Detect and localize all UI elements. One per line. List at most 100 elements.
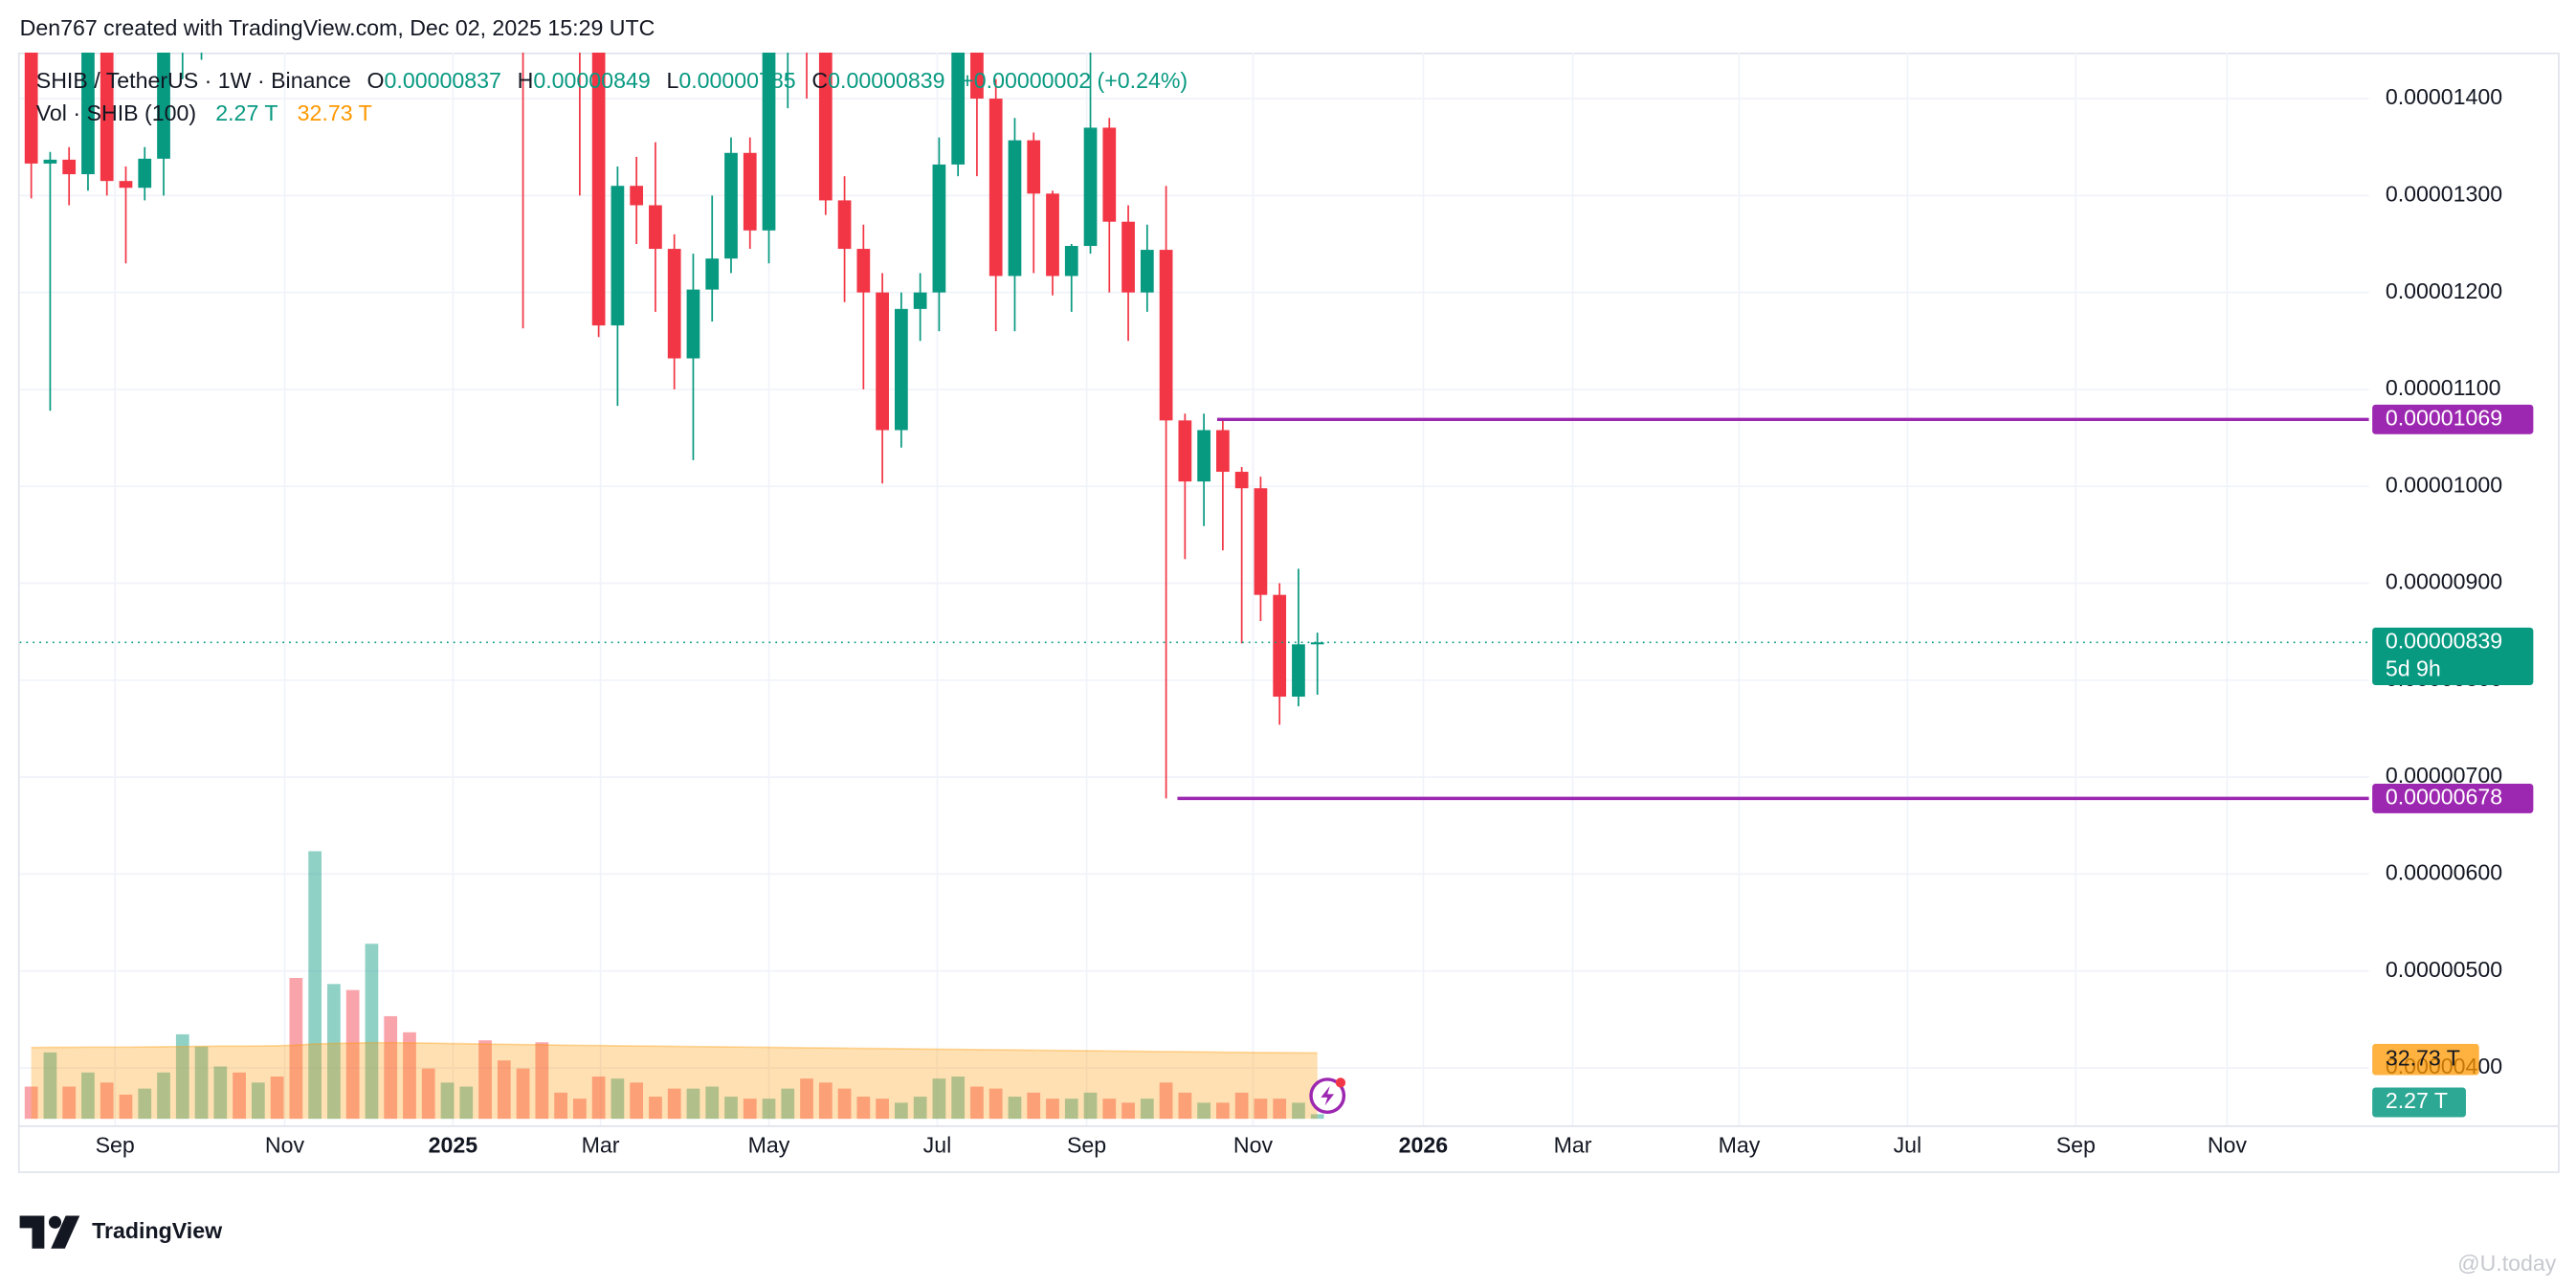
volume-bar: [327, 984, 341, 1120]
volume-bar: [365, 944, 379, 1120]
volume-bar: [535, 1042, 549, 1120]
countdown-label: 5d 9h: [2386, 656, 2441, 681]
candle-body: [119, 181, 133, 189]
candle-body: [1008, 140, 1022, 277]
axes: Sep Nov 2025 Mar May Jul Sep Nov 2026 Mar May Jul Se…: [96, 84, 2534, 1157]
volume-bar: [591, 1077, 606, 1120]
volume-bar: [403, 1032, 416, 1120]
candle-body: [932, 164, 946, 293]
volume-bar: [478, 1040, 492, 1120]
logo-dot: [48, 1215, 62, 1229]
volume-bar: [649, 1097, 662, 1120]
y-tick-label: 0.00001000: [2386, 472, 2502, 497]
volume-bar: [1310, 1114, 1324, 1120]
x-tick-label: Nov: [265, 1132, 305, 1157]
volume-value: 2.27 T: [215, 100, 278, 125]
volume-bar: [289, 978, 303, 1120]
candle-body: [43, 159, 57, 164]
volume-bar: [1216, 1102, 1230, 1120]
volume-bar: [1254, 1099, 1268, 1120]
volume-bar: [1121, 1102, 1135, 1120]
volume-bar: [62, 1086, 77, 1120]
volume-bar: [1046, 1099, 1059, 1120]
x-tick-label: Sep: [1067, 1132, 1106, 1157]
watermark: @U.today: [2457, 1251, 2557, 1276]
volume-bar: [251, 1082, 265, 1120]
volume-bar: [1027, 1092, 1041, 1120]
volume-box: [2372, 1087, 2466, 1118]
flash-dot: [1335, 1077, 1346, 1088]
volume-bar: [630, 1082, 644, 1120]
volume-bar: [1008, 1097, 1022, 1120]
candle-body: [876, 292, 889, 431]
volume-bar: [100, 1082, 114, 1120]
volume-bar: [895, 1102, 908, 1120]
candle-body: [705, 258, 720, 290]
volume-bar: [459, 1086, 474, 1120]
candle-body: [895, 308, 908, 431]
volume-bar: [270, 1077, 284, 1120]
legend-key: C: [811, 68, 828, 93]
volume-ma-area: [31, 1042, 1318, 1120]
symbol-title: SHIB / TetherUS · 1W · Binance: [36, 68, 351, 93]
level-label-box: [2372, 404, 2534, 434]
x-tick-label: Nov: [1233, 1132, 1274, 1157]
candle-body: [951, 52, 966, 165]
legend-change: +0.00000002 (+0.24%): [961, 68, 1188, 93]
volume-bar: [345, 989, 360, 1120]
volume-bar: [837, 1088, 852, 1120]
legend-key: O: [367, 68, 385, 93]
volume-bar: [1234, 1092, 1249, 1120]
candle-body: [100, 52, 114, 182]
candle-body: [667, 249, 681, 359]
candle-body: [1234, 472, 1249, 489]
volume-bar: [24, 1086, 38, 1120]
candle-body: [1102, 127, 1117, 222]
candle-body: [62, 159, 77, 175]
volume-legend: Vol · SHIB (100) 2.27 T 32.73 T: [36, 100, 372, 125]
legend: SHIB / TetherUS · 1W · Binance O0.000008…: [36, 68, 1188, 125]
y-tick-label: 0.00001200: [2386, 278, 2502, 303]
volume-bar: [667, 1088, 681, 1120]
candle-body: [24, 52, 38, 164]
volume-ma-line: [31, 1041, 1318, 1055]
volume-bar: [119, 1094, 133, 1120]
volume-bar: [1292, 1102, 1305, 1120]
brand-name: TradingView: [92, 1218, 223, 1243]
y-tick-label: 0.00000600: [2386, 860, 2502, 885]
volume-bar: [1140, 1099, 1154, 1120]
volume-bar: [384, 1015, 398, 1120]
grid: [19, 52, 2369, 1126]
volume-bar: [233, 1072, 246, 1120]
candle-body: [1159, 250, 1173, 421]
candle-body: [1083, 127, 1098, 247]
volume-bar: [932, 1078, 946, 1120]
legend-value: 0.00000837: [385, 68, 501, 93]
x-tick-label: May: [748, 1132, 790, 1157]
legend-value: 0.00000839: [828, 68, 944, 93]
candle-body: [686, 289, 700, 359]
plot-area: [19, 52, 2369, 1120]
volume-bar: [743, 1099, 757, 1120]
volume-bar: [876, 1099, 889, 1120]
volume-bar: [194, 1046, 209, 1120]
last-price-box: [2372, 627, 2534, 685]
candle-body: [1273, 594, 1287, 698]
level-label-box: [2372, 783, 2534, 813]
candle-body: [743, 152, 757, 231]
volume-bar: [497, 1060, 511, 1120]
candle-body: [970, 52, 984, 100]
flash-icon[interactable]: [1309, 1077, 1346, 1115]
legend-value: 0.00000849: [533, 68, 650, 93]
byline: Den767 created with TradingView.com, Dec…: [20, 15, 655, 40]
candle-body: [649, 205, 662, 250]
volume-bar: [970, 1086, 984, 1120]
volume-bar: [800, 1078, 813, 1120]
volume-bar: [440, 1082, 455, 1120]
volume-bar: [175, 1033, 189, 1120]
level-label: 0.00001069: [2386, 405, 2502, 430]
candle-body: [81, 52, 95, 175]
legend-value: 0.00000785: [678, 68, 795, 93]
